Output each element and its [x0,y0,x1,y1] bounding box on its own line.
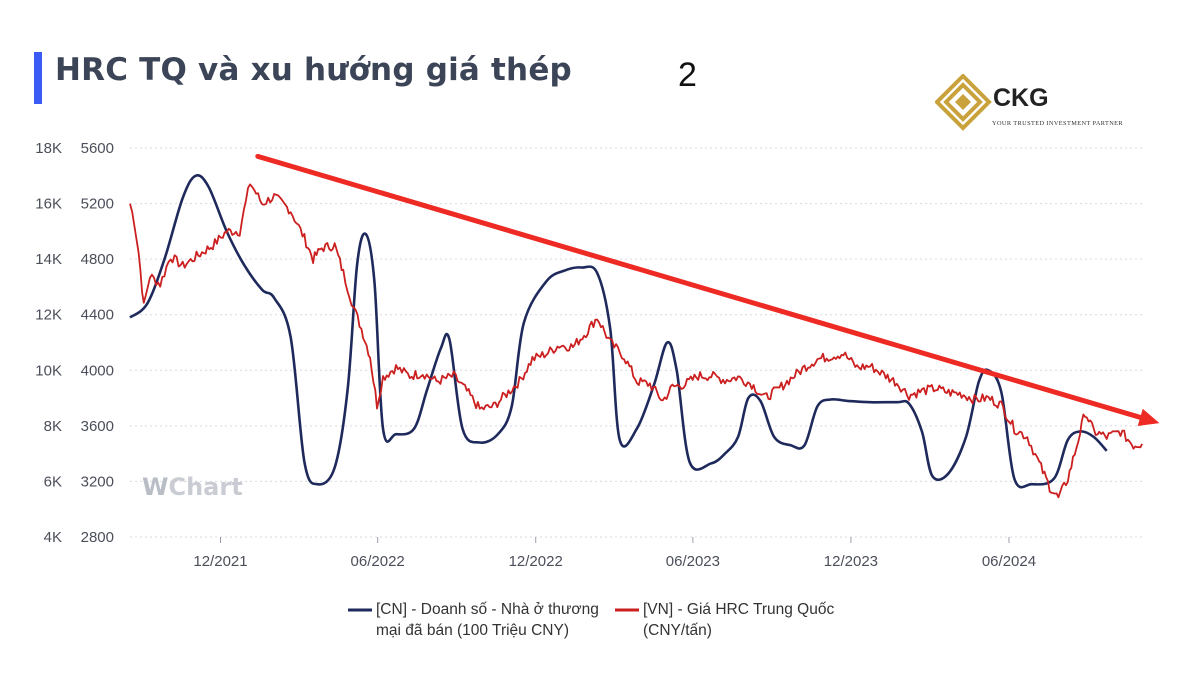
logo-name: CKG [993,84,1049,112]
y-left-tick-label: 8K [44,418,62,435]
y-left-tick-label: 16K [35,196,62,213]
x-tick-label: 06/2024 [982,553,1036,570]
y-right-tick-label: 4800 [81,251,114,268]
y-right-tick-label: 5600 [81,140,114,157]
legend-item[interactable]: [VN] - Giá HRC Trung Quốc (CNY/tấn) [615,601,834,639]
x-tick-label: 12/2022 [509,553,563,570]
y-right-tick-label: 3200 [81,473,114,490]
y-left-tick-label: 14K [35,251,62,268]
legend-label: [VN] - Giá HRC Trung Quốc [643,601,834,618]
y-left-tick-label: 10K [35,362,62,379]
y-right-tick-label: 4400 [81,307,114,324]
x-tick-label: 06/2023 [666,553,720,570]
y-right-tick-label: 4000 [81,362,114,379]
x-tick-label: 06/2022 [351,553,405,570]
ckg-logo-mark-icon [935,74,992,131]
trend-arrow-head-icon [1137,408,1160,427]
y-right-tick-label: 5200 [81,196,114,213]
trend-arrow-annotation [255,153,1160,427]
legend-label: mại đã bán (100 Triệu CNY) [376,622,569,639]
grid-lines [130,147,1143,538]
y-left-tick-label: 12K [35,307,62,324]
wchart-watermark: WChart [142,473,243,501]
x-tick-label: 12/2023 [824,553,878,570]
series-line-vn-hrc-price [129,183,1143,499]
chart-legend[interactable]: [CN] - Doanh số - Nhà ở thương mại đã bán… [348,601,834,639]
axis-ticks: 4K 2800 6K 3200 8K 3600 10K 4000 12K 4400 14K 4800 1… [35,140,1036,570]
ckg-logo [935,74,992,131]
svg-text:WChart: WChart [142,473,243,501]
series-line-cn-housing-sales [129,174,1108,489]
x-tick-label: 12/2021 [193,553,247,570]
y-right-tick-label: 2800 [81,529,114,546]
trend-arrow-line [255,153,1143,420]
y-left-tick-label: 18K [35,140,62,157]
watermark-prefix: W [142,473,168,501]
legend-label: (CNY/tấn) [643,622,712,639]
y-left-tick-label: 4K [44,529,62,546]
legend-item[interactable]: [CN] - Doanh số - Nhà ở thương mại đã bán… [348,601,599,639]
legend-label: [CN] - Doanh số - Nhà ở thương [376,601,599,618]
watermark-text: Chart [168,473,242,501]
series-lines [129,174,1143,499]
chart-title: HRC TQ và xu hướng giá thép [55,52,572,88]
y-right-tick-label: 3600 [81,418,114,435]
page-number: 2 [678,56,697,94]
logo-tagline: YOUR TRUSTED INVESTMENT PARTNER [992,120,1124,127]
y-left-tick-label: 6K [44,473,62,490]
title-accent-bar [34,52,42,104]
